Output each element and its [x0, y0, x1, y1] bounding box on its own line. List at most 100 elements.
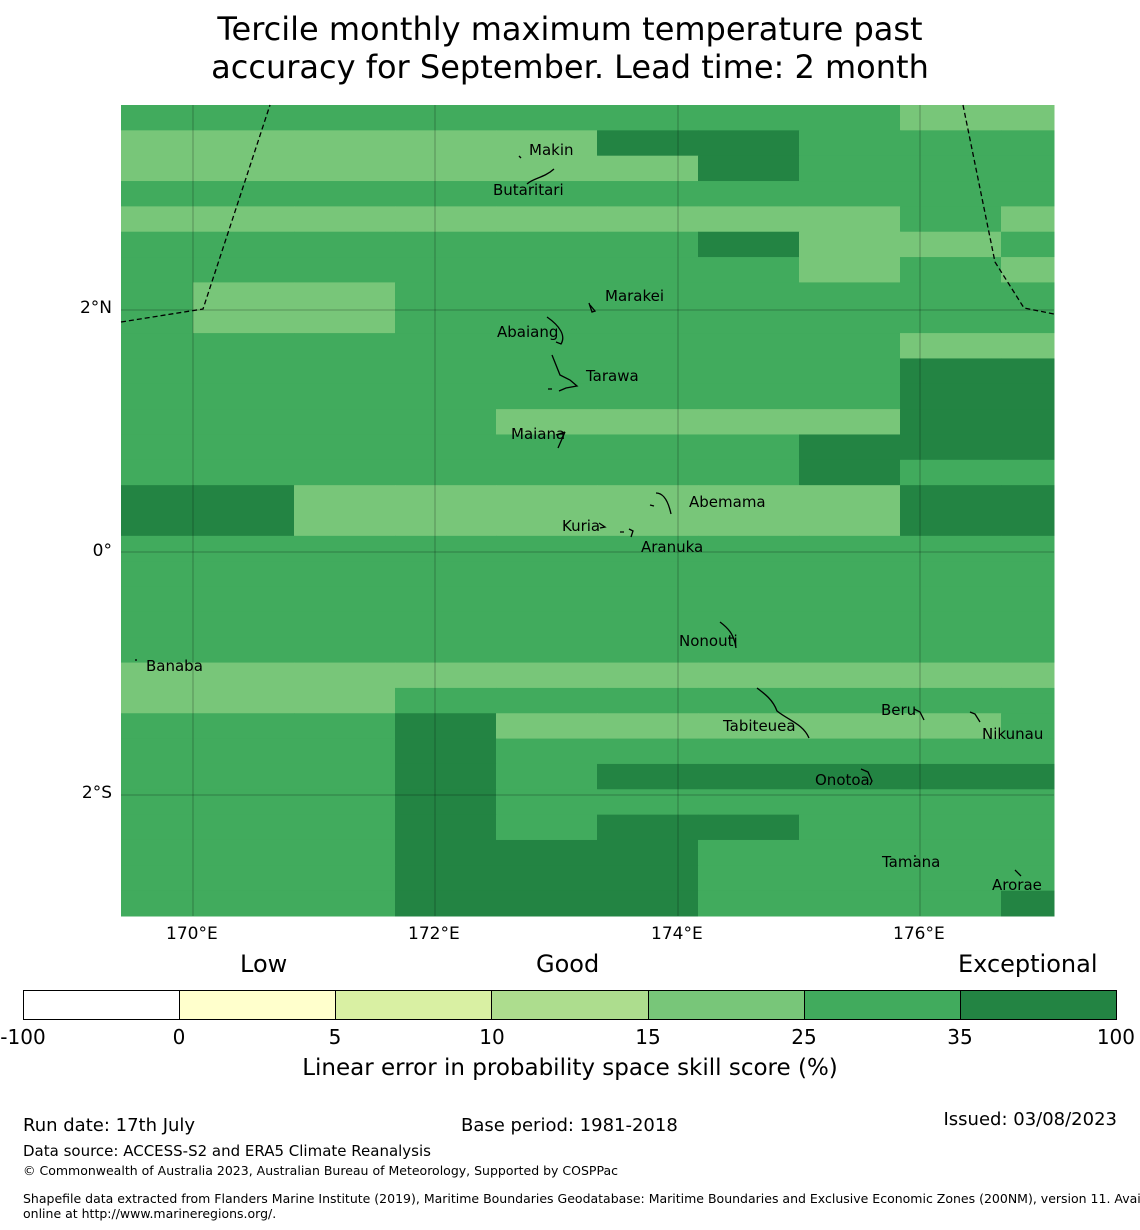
grid-cell — [698, 282, 800, 309]
grid-cell — [294, 181, 396, 207]
grid-cell — [597, 409, 699, 435]
grid-cell — [496, 459, 598, 486]
grid-cell — [698, 789, 800, 816]
grid-cell — [698, 586, 800, 613]
grid-cell — [496, 763, 598, 790]
legend-category-low: Low — [240, 950, 288, 978]
grid-cell — [597, 206, 699, 233]
island-kuria — [598, 522, 607, 529]
grid-cell — [121, 333, 194, 359]
grid-cell — [395, 535, 497, 562]
grid-cell — [395, 181, 497, 207]
grid-cell — [799, 155, 901, 182]
grid-cell — [597, 611, 699, 638]
map-gridlines — [121, 105, 1054, 916]
grid-cell — [496, 181, 598, 207]
grid-cell — [121, 434, 194, 461]
lat-tick-2s: 2°S — [81, 783, 112, 803]
grid-cell — [496, 738, 598, 765]
grid-cell — [193, 358, 295, 385]
grid-cell — [698, 510, 800, 537]
grid-cell — [799, 561, 901, 588]
grid-cell — [900, 662, 1002, 689]
grid-cell — [698, 434, 800, 461]
grid-cell — [1001, 307, 1055, 334]
eez-boundaries — [120, 104, 1055, 323]
colorbar-label: Linear error in probability space skill … — [302, 1055, 838, 1081]
grid-cell — [193, 434, 295, 461]
grid-cell — [193, 409, 295, 435]
grid-cell — [193, 130, 295, 157]
grid-cell — [597, 814, 699, 841]
grid-cell — [799, 282, 901, 309]
grid-cell — [597, 155, 699, 182]
shapefile-credit-line-1: Shapefile data extracted from Flanders M… — [23, 1191, 1140, 1206]
grid-cell — [698, 307, 800, 334]
grid-cell — [395, 155, 497, 182]
grid-cell — [799, 409, 901, 435]
colorbar-bin-4 — [492, 991, 649, 1019]
grid-cell — [1001, 409, 1055, 435]
grid-cell — [496, 307, 598, 334]
grid-cell — [121, 763, 194, 790]
grid-cell — [193, 459, 295, 486]
grid-cell — [121, 105, 194, 131]
grid-cell — [698, 333, 800, 359]
grid-cell — [121, 535, 194, 562]
island-onotoa — [860, 768, 873, 786]
grid-cell — [294, 637, 396, 664]
grid-cell — [1001, 611, 1055, 638]
grid-cell — [193, 231, 295, 258]
grid-cell — [1001, 789, 1055, 816]
colorbar-tick-1: 0 — [172, 1025, 186, 1049]
grid-cell — [900, 231, 1002, 258]
grid-cell — [395, 130, 497, 157]
grid-cell — [121, 637, 194, 664]
grid-cell — [900, 535, 1002, 562]
grid-cell — [395, 814, 497, 841]
grid-cell — [395, 231, 497, 258]
grid-cell — [294, 839, 396, 866]
base-period: Base period: 1981-2018 — [461, 1115, 678, 1136]
grid-cell — [395, 358, 497, 385]
grid-cell — [698, 535, 800, 562]
grid-cell — [698, 358, 800, 385]
grid-cell — [496, 789, 598, 816]
grid-cell — [1001, 155, 1055, 182]
grid-cell — [597, 789, 699, 816]
grid-cell — [121, 409, 194, 435]
grid-cell — [496, 637, 598, 664]
grid-cell — [121, 738, 194, 765]
grid-cell — [193, 586, 295, 613]
grid-cell — [698, 662, 800, 689]
grid-cell — [799, 586, 901, 613]
grid-cell — [597, 282, 699, 309]
grid-cell — [799, 865, 901, 892]
lon-tick-176: 176°E — [893, 924, 945, 944]
grid-cell — [121, 231, 194, 258]
grid-cell — [193, 611, 295, 638]
grid-cell — [900, 510, 1002, 537]
island-nonouti — [719, 621, 737, 649]
grid-cell — [698, 155, 800, 182]
grid-cell — [799, 510, 901, 537]
shapefile-credit-line-2: online at http://www.marineregions.org/. — [23, 1206, 277, 1221]
grid-cell — [395, 206, 497, 233]
grid-cell — [294, 687, 396, 714]
colorbar-tick-2: 5 — [328, 1025, 342, 1049]
grid-cell — [1001, 282, 1055, 309]
label-aranuka: Aranuka — [641, 538, 703, 556]
legend-category-good: Good — [536, 950, 600, 978]
grid-cell — [900, 358, 1002, 385]
grid-cell — [1001, 434, 1055, 461]
grid-cell — [597, 333, 699, 359]
grid-cell — [1001, 181, 1055, 207]
grid-cell — [294, 130, 396, 157]
grid-cell — [799, 485, 901, 511]
grid-cell — [294, 485, 396, 511]
grid-cell — [1001, 561, 1055, 588]
grid-cell — [496, 535, 598, 562]
grid-cell — [1001, 105, 1055, 131]
grid-cell — [395, 687, 497, 714]
grid-cell — [1001, 738, 1055, 765]
